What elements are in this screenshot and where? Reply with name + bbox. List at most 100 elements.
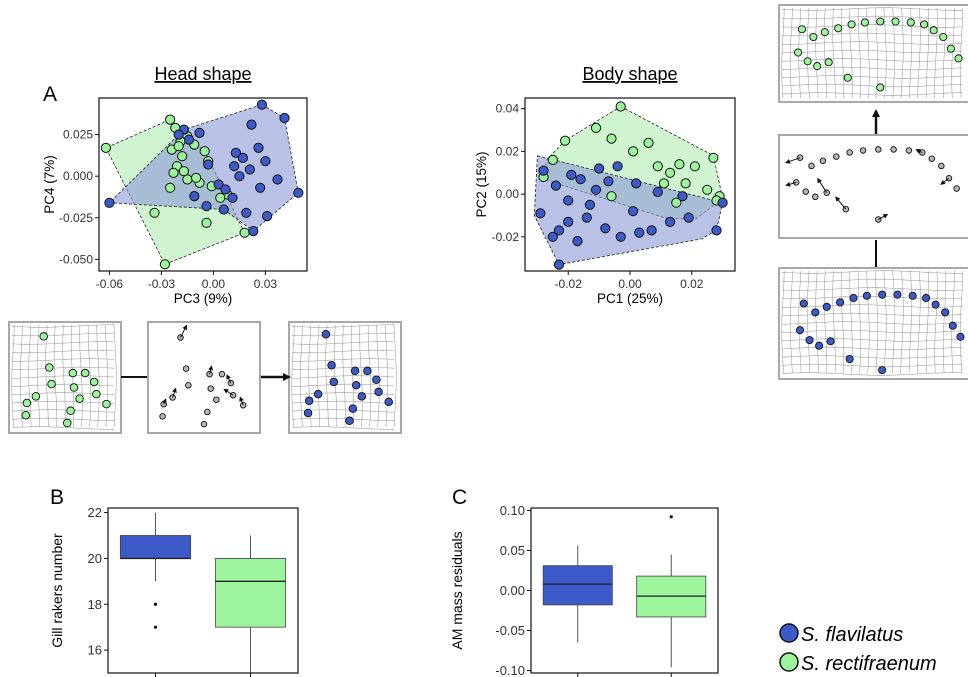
point-s-flavilatus (256, 99, 267, 110)
hull-s-flavilatus (108, 104, 299, 232)
grid-line (36, 324, 41, 428)
point-s-rectifraenum (674, 159, 685, 170)
grid-line (900, 270, 904, 374)
point-s-rectifraenum (590, 122, 602, 134)
landmark-flavilatus (363, 366, 372, 376)
shape-change-arrow (835, 196, 847, 210)
landmark-rectifraenum (809, 32, 818, 42)
box-s-flavilatus (119, 535, 192, 559)
grid-line (96, 324, 100, 428)
y-tick-label: -0.02 (492, 230, 520, 244)
landmark-mean (859, 147, 867, 154)
landmark-rectifraenum (820, 28, 829, 37)
landmark-rectifraenum (68, 368, 78, 378)
head-deformation-grid-flavilatus (288, 321, 402, 434)
landmark-flavilatus (941, 308, 950, 317)
schematic-frame (778, 267, 968, 380)
shape-change-arrow (817, 177, 828, 193)
grid-line (781, 312, 963, 317)
grid-line (79, 324, 83, 428)
point-s-flavilatus (538, 165, 549, 176)
grid-line (892, 270, 896, 374)
grid-line (781, 66, 963, 71)
landmark-flavilatus (374, 387, 383, 397)
point-s-flavilatus (584, 199, 596, 210)
panel-c-label: C (452, 486, 467, 509)
point-s-rectifraenum (606, 191, 617, 202)
point-s-rectifraenum (702, 184, 713, 195)
point-s-flavilatus (634, 227, 645, 238)
landmark-rectifraenum (47, 379, 56, 389)
point-s-flavilatus (677, 191, 688, 202)
grid-line (781, 15, 963, 20)
grid-line (815, 270, 819, 373)
landmark-mean (200, 420, 208, 428)
y-axis-label: Gill rakers number (49, 533, 65, 648)
shape-change-arrow (940, 177, 950, 185)
legend-marker-rectifraenum (779, 652, 799, 672)
landmark-flavilatus (348, 404, 358, 413)
landmark-rectifraenum (22, 398, 32, 408)
shape-change-arrow (226, 374, 232, 384)
grid-line (782, 304, 963, 308)
body-deformation-grid-flavilatus (778, 267, 968, 380)
grid-line (299, 324, 303, 428)
grid-line (883, 7, 887, 99)
point-s-rectifraenum (239, 227, 250, 238)
landmark-flavilatus (862, 291, 871, 300)
point-s-flavilatus (262, 211, 273, 222)
grid-line (11, 409, 115, 413)
y-tick-label: 0.000 (63, 169, 93, 183)
point-s-flavilatus (293, 187, 304, 198)
grid-line (823, 7, 828, 99)
point-s-flavilatus (218, 204, 229, 215)
point-s-rectifraenum (199, 146, 210, 157)
landmark-mean (182, 365, 190, 372)
y-tick-label: 0.00 (500, 583, 525, 598)
landmark-flavilatus (826, 337, 835, 346)
point-s-flavilatus (260, 156, 271, 167)
landmark-mean (846, 149, 853, 156)
landmark-mean (890, 146, 897, 153)
outlier-point (153, 602, 158, 606)
point-s-flavilatus (652, 186, 663, 198)
outlier-point (669, 515, 673, 519)
grid-line (342, 324, 346, 428)
grid-line (376, 324, 380, 428)
point-s-flavilatus (553, 225, 565, 236)
grid-line (781, 329, 963, 334)
point-s-rectifraenum (671, 197, 682, 208)
body-shape-title: Body shape (582, 64, 677, 84)
y-tick-label: -0.050 (59, 252, 93, 266)
grid-line (45, 324, 49, 427)
grid-line (908, 270, 913, 373)
y-tick-label: 16 (88, 643, 102, 658)
grid-line (781, 295, 963, 300)
landmark-flavilatus (372, 375, 381, 384)
landmark-rectifraenum (954, 54, 963, 63)
grid-line (87, 325, 92, 428)
landmark-rectifraenum (69, 383, 79, 392)
grid-line (781, 58, 963, 62)
point-s-flavilatus (594, 163, 605, 174)
point-s-rectifraenum (643, 137, 654, 148)
point-s-flavilatus (248, 226, 259, 237)
point-s-rectifraenum (173, 141, 184, 152)
landmark-flavilatus (922, 293, 931, 303)
point-s-flavilatus (575, 174, 586, 185)
point-s-flavilatus (550, 180, 562, 191)
landmark-mean (204, 408, 211, 416)
point-s-flavilatus (184, 134, 195, 145)
landmark-rectifraenum (75, 394, 84, 403)
landmark-rectifraenum (66, 406, 75, 416)
landmark-mean (833, 153, 840, 160)
landmark-rectifraenum (45, 363, 54, 372)
legend-label-flavilatus: S. flavilatus (801, 624, 903, 646)
grid-line (917, 7, 921, 99)
point-s-flavilatus (230, 147, 241, 158)
landmark-flavilatus (908, 291, 917, 300)
landmark-rectifraenum (906, 18, 915, 27)
grid-line (925, 7, 930, 98)
shape-change-arrow (915, 149, 923, 154)
